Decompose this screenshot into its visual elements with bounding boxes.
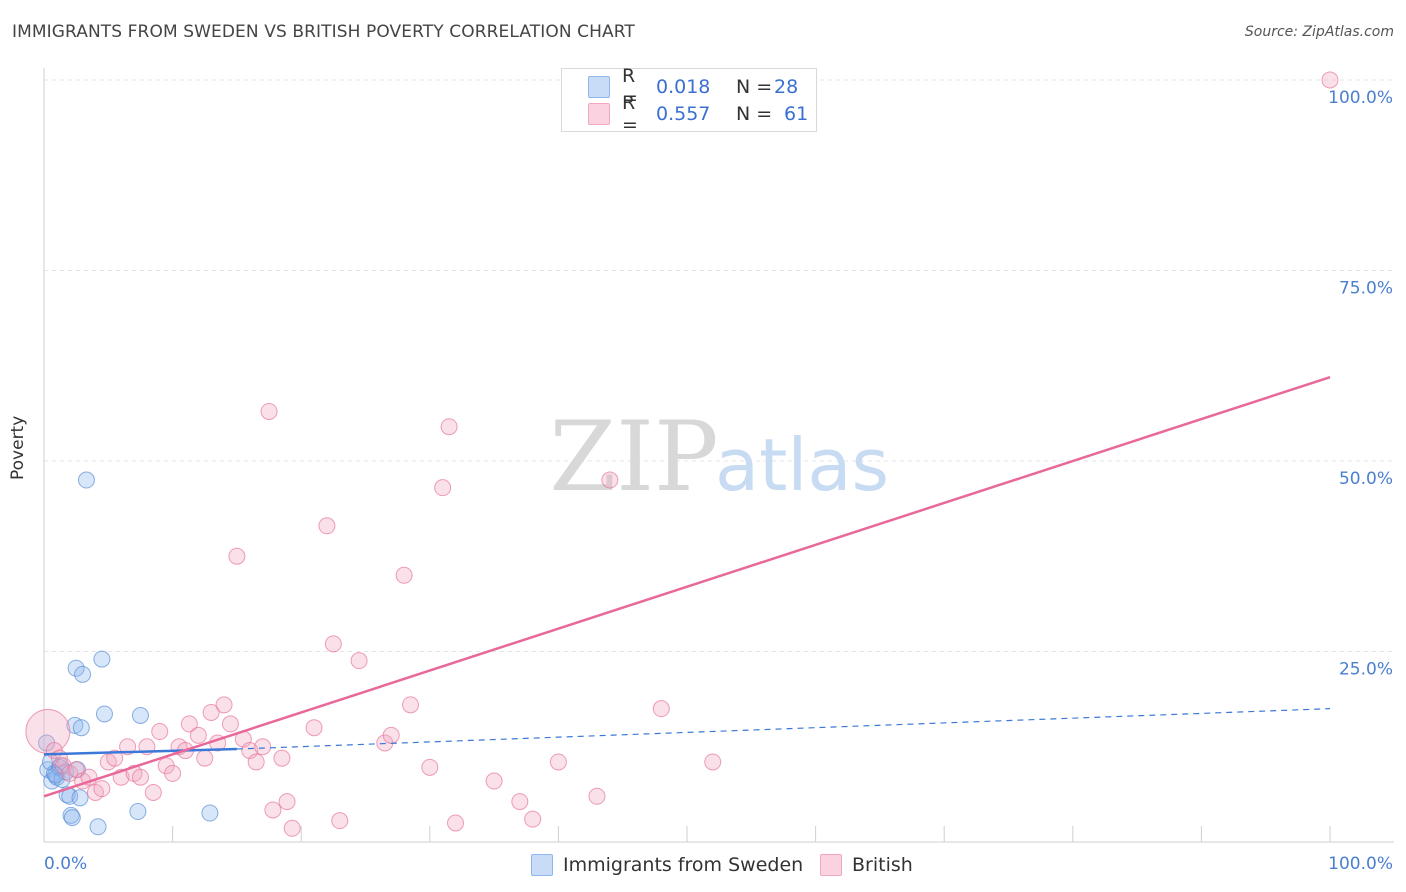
sweden-point [67,659,85,677]
bottom-legend-swatch-british [820,854,842,876]
sweden-point [89,818,107,836]
sweden-point [201,804,219,822]
british-point [247,753,265,771]
british-point [395,566,413,584]
ticks-layer: 25.0% 50.0% 75.0% 100.0% 0.0% 100.0% [44,88,1393,874]
british-point [228,547,246,565]
y-axis-label: Poverty [8,415,28,480]
bottom-legend-label-british: British [852,854,913,876]
sweden-point [95,705,113,723]
british-point [305,719,323,737]
british-point [180,715,198,733]
british-point [434,479,452,497]
y-tick-label: 75.0% [1339,279,1393,299]
legend-n-label: N = [736,76,773,98]
british-point [402,696,420,714]
british-point [382,726,400,744]
british-point [273,749,291,767]
british-point [106,749,124,767]
bottom-legend-british: British [820,852,913,878]
british-point [485,772,503,790]
watermark-zip: ZIP [549,401,718,513]
british-point [254,738,272,756]
british-point [196,749,214,767]
bottom-legend-swatch-sweden [531,854,553,876]
british-point [215,696,233,714]
british-point [260,402,278,420]
bottom-legend-label-sweden: Immigrants from Sweden [563,854,804,876]
british-point [93,780,111,798]
british-point [511,793,529,811]
sweden-point [77,471,95,489]
british-point [283,819,301,837]
british-point [264,801,282,819]
sweden-point [72,719,90,737]
british-point [324,635,342,653]
legend-n-value: 28 [774,76,799,98]
british-point [601,471,619,489]
sweden-point [63,809,81,827]
sweden-trend-line [43,747,237,756]
legend-row-british: R = 0.557 N = 61 [588,92,809,136]
source-credit: Source: ZipAtlas.com [1244,24,1394,40]
sweden-point [93,650,111,668]
legend-n-label: N = [736,103,773,125]
sweden-trend-extension [236,708,1331,750]
legend-row-sweden: R = 0.018 N = 28 [588,65,799,109]
british-point [189,726,207,744]
sweden-point [71,789,89,807]
legend-n-value: 61 [784,103,809,125]
legend-r-label: R = [622,65,638,109]
sweden-point [129,803,147,821]
british-point [704,753,722,771]
british-trend-line [43,375,1331,798]
british-point [331,812,349,830]
legend-r-value: 0.018 [656,76,711,98]
x-tick-label: 0.0% [44,854,87,874]
sweden-point [66,716,84,734]
legend-r-label: R = [622,92,638,136]
legend-box: R = 0.018 N = 28 R = 0.557 N = 61 [561,65,817,136]
british-point [278,793,296,811]
british-point [440,418,458,436]
trend-layer [43,375,1331,798]
points-layer [25,71,1339,837]
sweden-point [131,707,149,725]
british-point [144,783,162,801]
sweden-point [74,665,92,683]
british-point [221,715,239,733]
x-tick-label: 100.0% [1328,854,1393,874]
chart-title: IMMIGRANTS FROM SWEDEN VS BRITISH POVERT… [12,22,635,42]
legend-swatch-british [588,103,610,125]
british-point [202,703,220,721]
british-point [588,787,606,805]
british-point [131,768,149,786]
british-point [350,652,368,670]
watermark-atlas: atlas [715,423,889,507]
y-tick-label: 50.0% [1339,469,1393,489]
british-point [524,810,542,828]
legend-r-value: 0.557 [656,103,711,125]
british-point [447,814,465,832]
british-point [164,764,182,782]
y-tick-label: 100.0% [1328,88,1393,108]
british-point [151,723,169,741]
y-tick-label: 25.0% [1339,660,1393,680]
british-point [318,517,336,535]
bottom-legend-sweden: Immigrants from Sweden [531,852,803,878]
british-point [652,700,670,718]
british-point [549,753,567,771]
british-point [421,758,439,776]
legend-swatch-sweden [588,76,610,98]
british-point [1321,71,1339,89]
